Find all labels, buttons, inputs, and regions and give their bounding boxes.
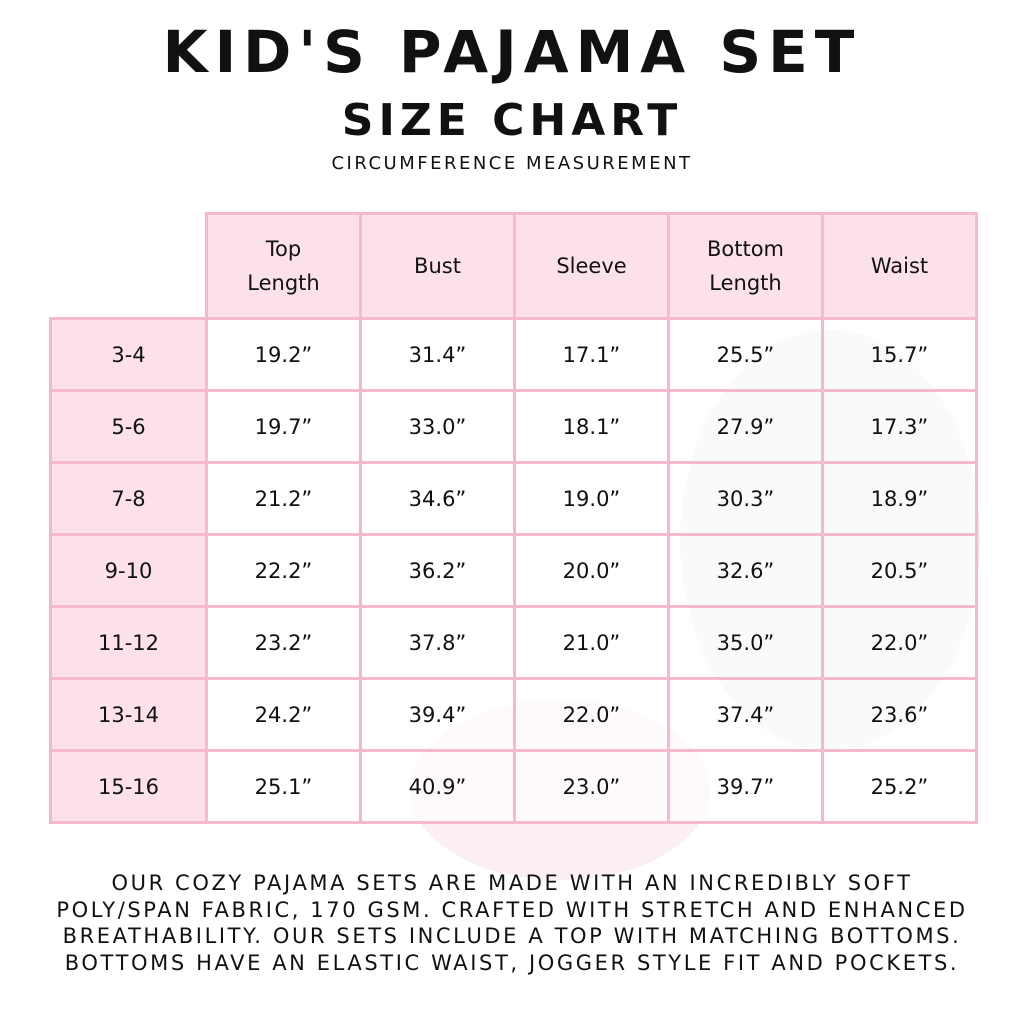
product-description: OUR COZY PAJAMA SETS ARE MADE WITH AN IN… — [0, 870, 1024, 976]
measurement-cell: 37.8” — [359, 605, 516, 680]
table-row: 9-10 22.2” 36.2” 20.0” 32.6” 20.5” — [49, 533, 978, 608]
measurement-cell: 25.1” — [205, 749, 362, 824]
measurement-cell: 15.7” — [821, 317, 978, 392]
description-line: BREATHABILITY. OUR SETS INCLUDE A TOP WI… — [62, 924, 962, 948]
measurement-cell: 36.2” — [359, 533, 516, 608]
size-label: 5-6 — [49, 389, 208, 464]
corner-cell — [51, 214, 207, 319]
measurement-cell: 19.2” — [205, 317, 362, 392]
table-row: 13-14 24.2” 39.4” 22.0” 37.4” 23.6” — [49, 677, 978, 752]
column-header: Bust — [359, 212, 516, 320]
measurement-cell: 39.4” — [359, 677, 516, 752]
measurement-cell: 25.5” — [667, 317, 824, 392]
size-label: 7-8 — [49, 461, 208, 536]
measurement-cell: 23.0” — [513, 749, 670, 824]
measurement-cell: 21.0” — [513, 605, 670, 680]
measurement-cell: 35.0” — [667, 605, 824, 680]
column-header: Bottom Length — [667, 212, 824, 320]
measurement-cell: 34.6” — [359, 461, 516, 536]
measurement-cell: 40.9” — [359, 749, 516, 824]
measurement-cell: 21.2” — [205, 461, 362, 536]
measurement-cell: 39.7” — [667, 749, 824, 824]
measurement-cell: 20.0” — [513, 533, 670, 608]
measurement-cell: 17.3” — [821, 389, 978, 464]
size-label: 9-10 — [49, 533, 208, 608]
table-row: 3-4 19.2” 31.4” 17.1” 25.5” 15.7” — [49, 317, 978, 392]
size-table: Top Length Bust Sleeve Bottom Length Wai… — [49, 212, 978, 824]
column-header: Sleeve — [513, 212, 670, 320]
table-row: 7-8 21.2” 34.6” 19.0” 30.3” 18.9” — [49, 461, 978, 536]
measurement-cell: 20.5” — [821, 533, 978, 608]
size-label: 13-14 — [49, 677, 208, 752]
table-row: 5-6 19.7” 33.0” 18.1” 27.9” 17.3” — [49, 389, 978, 464]
size-label: 3-4 — [49, 317, 208, 392]
measurement-cell: 32.6” — [667, 533, 824, 608]
description-line: POLY/SPAN FABRIC, 170 GSM. CRAFTED WITH … — [56, 897, 968, 922]
description-line: OUR COZY PAJAMA SETS ARE MADE WITH AN IN… — [111, 871, 913, 895]
measurement-cell: 27.9” — [667, 389, 824, 464]
table-row: 15-16 25.1” 40.9” 23.0” 39.7” 25.2” — [49, 749, 978, 824]
measurement-cell: 24.2” — [205, 677, 362, 752]
measurement-cell: 31.4” — [359, 317, 516, 392]
measurement-cell: 19.0” — [513, 461, 670, 536]
measurement-cell: 19.7” — [205, 389, 362, 464]
size-label: 15-16 — [49, 749, 208, 824]
table-row: 11-12 23.2” 37.8” 21.0” 35.0” 22.0” — [49, 605, 978, 680]
page-subtitle: SIZE CHART — [341, 95, 683, 146]
measurement-cell: 18.1” — [513, 389, 670, 464]
column-header: Waist — [821, 212, 978, 320]
measurement-cell: 17.1” — [513, 317, 670, 392]
measurement-cell: 25.2” — [821, 749, 978, 824]
header-row: Top Length Bust Sleeve Bottom Length Wai… — [51, 212, 978, 320]
measurement-cell: 37.4” — [667, 677, 824, 752]
measurement-cell: 22.2” — [205, 533, 362, 608]
measurement-cell: 22.0” — [513, 677, 670, 752]
measurement-cell: 18.9” — [821, 461, 978, 536]
measurement-cell: 23.6” — [821, 677, 978, 752]
page-title: KID'S PAJAMA SET — [162, 18, 862, 86]
measurement-cell: 30.3” — [667, 461, 824, 536]
size-label: 11-12 — [49, 605, 208, 680]
description-line: BOTTOMS HAVE AN ELASTIC WAIST, JOGGER ST… — [64, 950, 960, 975]
measurement-note: CIRCUMFERENCE MEASUREMENT — [331, 153, 693, 174]
column-header: Top Length — [205, 212, 362, 320]
measurement-cell: 33.0” — [359, 389, 516, 464]
measurement-cell: 23.2” — [205, 605, 362, 680]
measurement-cell: 22.0” — [821, 605, 978, 680]
